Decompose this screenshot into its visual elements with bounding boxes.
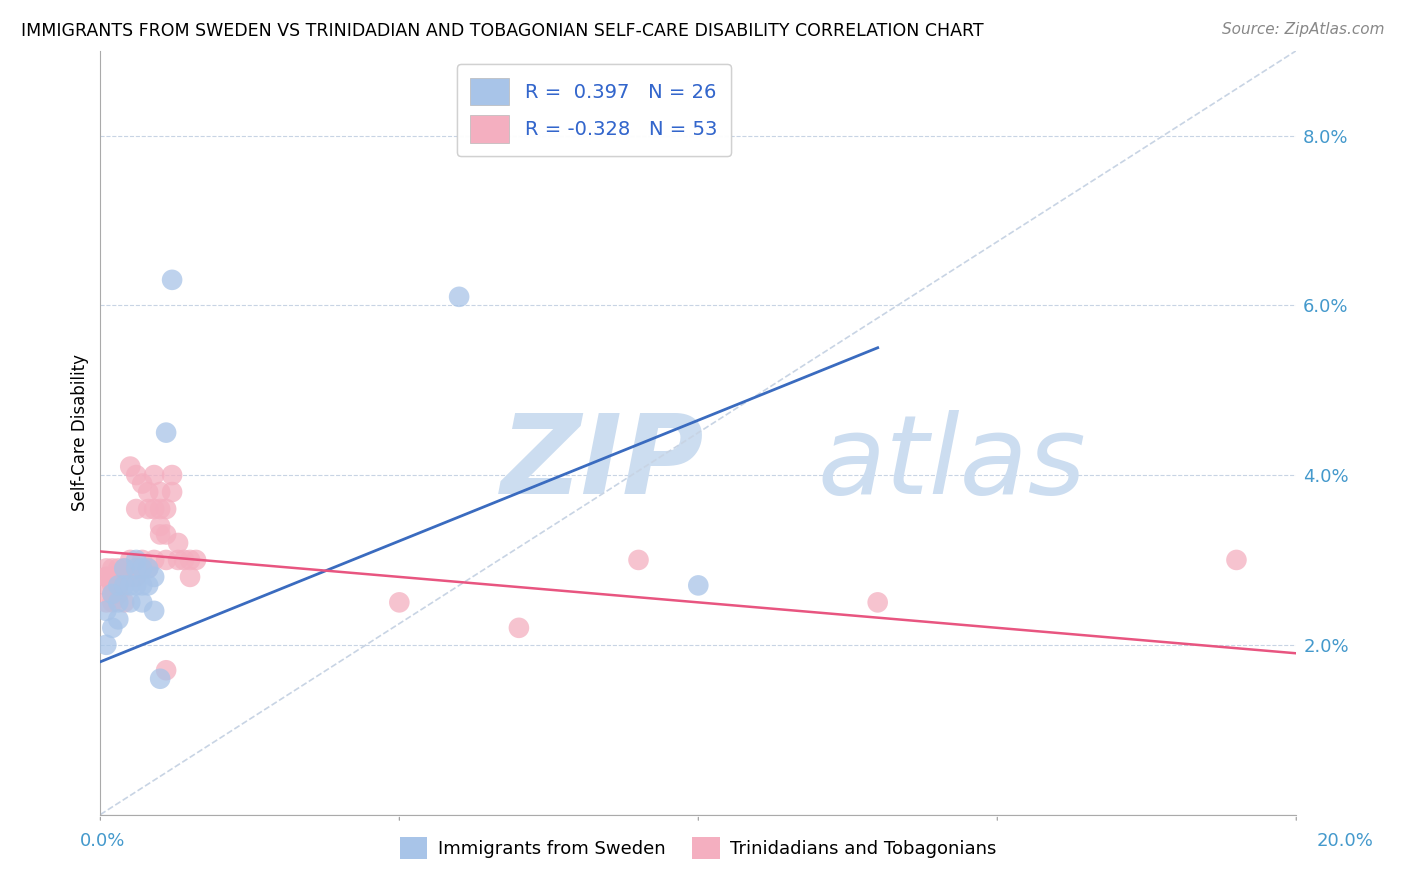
Point: [96, 638, 118, 652]
Point: [149, 502, 172, 516]
Point: [112, 561, 135, 575]
Point: [107, 578, 129, 592]
Legend: R =  0.397   N = 26, R = -0.328   N = 53: R = 0.397 N = 26, R = -0.328 N = 53: [457, 64, 731, 156]
Point: [107, 561, 129, 575]
Point: [160, 273, 183, 287]
Point: [96, 570, 118, 584]
Point: [112, 561, 135, 575]
Point: [155, 425, 177, 440]
Point: [120, 553, 142, 567]
Text: Source: ZipAtlas.com: Source: ZipAtlas.com: [1222, 22, 1385, 37]
Point: [508, 621, 530, 635]
Point: [155, 502, 177, 516]
Point: [107, 578, 129, 592]
Point: [125, 578, 148, 592]
Point: [131, 476, 153, 491]
Point: [136, 502, 159, 516]
Point: [101, 587, 124, 601]
Point: [131, 561, 153, 575]
Point: [143, 502, 166, 516]
Point: [143, 604, 166, 618]
Point: [167, 553, 190, 567]
Point: [160, 468, 183, 483]
Point: [96, 578, 118, 592]
Point: [143, 553, 166, 567]
Point: [449, 290, 471, 304]
Point: [107, 570, 129, 584]
Point: [101, 587, 124, 601]
Point: [167, 536, 190, 550]
Point: [136, 578, 159, 592]
Point: [149, 527, 172, 541]
Point: [101, 621, 124, 635]
Point: [125, 570, 148, 584]
Point: [125, 561, 148, 575]
Point: [136, 561, 159, 575]
Point: [143, 570, 166, 584]
Point: [131, 578, 153, 592]
Y-axis label: Self-Care Disability: Self-Care Disability: [72, 354, 89, 511]
Point: [160, 485, 183, 500]
Text: ZIP: ZIP: [501, 409, 704, 516]
Point: [120, 578, 142, 592]
Text: 0.0%: 0.0%: [80, 832, 125, 850]
Point: [96, 595, 118, 609]
Point: [131, 561, 153, 575]
Point: [107, 612, 129, 626]
Text: atlas: atlas: [818, 409, 1087, 516]
Point: [120, 570, 142, 584]
Point: [388, 595, 411, 609]
Point: [179, 553, 201, 567]
Point: [149, 485, 172, 500]
Point: [120, 595, 142, 609]
Point: [136, 561, 159, 575]
Point: [125, 553, 148, 567]
Point: [101, 570, 124, 584]
Point: [155, 663, 177, 677]
Point: [101, 578, 124, 592]
Point: [173, 553, 195, 567]
Point: [136, 485, 159, 500]
Point: [112, 595, 135, 609]
Point: [155, 553, 177, 567]
Point: [107, 595, 129, 609]
Point: [149, 672, 172, 686]
Text: IMMIGRANTS FROM SWEDEN VS TRINIDADIAN AND TOBAGONIAN SELF-CARE DISABILITY CORREL: IMMIGRANTS FROM SWEDEN VS TRINIDADIAN AN…: [21, 22, 984, 40]
Point: [125, 468, 148, 483]
Point: [96, 561, 118, 575]
Point: [112, 570, 135, 584]
Point: [149, 519, 172, 533]
Point: [688, 578, 710, 592]
Point: [627, 553, 650, 567]
Point: [131, 595, 153, 609]
Point: [155, 527, 177, 541]
Point: [1225, 553, 1247, 567]
Point: [179, 570, 201, 584]
Point: [120, 459, 142, 474]
Text: 20.0%: 20.0%: [1317, 832, 1374, 850]
Point: [112, 578, 135, 592]
Point: [131, 553, 153, 567]
Point: [866, 595, 889, 609]
Point: [143, 468, 166, 483]
Point: [125, 502, 148, 516]
Point: [101, 561, 124, 575]
Point: [107, 587, 129, 601]
Point: [96, 604, 118, 618]
Point: [101, 595, 124, 609]
Point: [184, 553, 207, 567]
Point: [96, 570, 118, 584]
